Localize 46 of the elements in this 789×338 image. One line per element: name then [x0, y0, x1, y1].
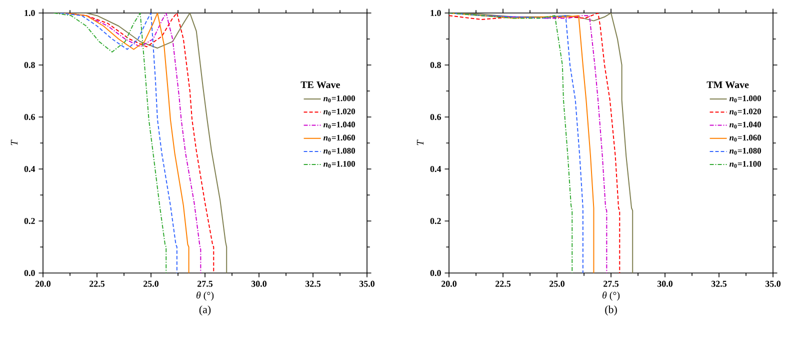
x-tick-label: 27.5 — [198, 280, 213, 287]
y-tick-label: 0.0 — [430, 270, 441, 276]
y-tick-label: 1.0 — [430, 10, 441, 16]
legend-label: n$_{0}$=1.020 — [323, 108, 356, 116]
legend-label: n$_{0}$=1.020 — [729, 108, 762, 116]
legend-label: n$_{0}$=1.060 — [323, 134, 356, 142]
legend-label: n$_{0}$=1.100 — [323, 160, 356, 168]
y-tick-label: 0.4 — [430, 166, 442, 172]
x-tick-label: 20.0 — [442, 280, 457, 287]
y-tick-label: 0.0 — [24, 270, 35, 276]
legend-label: n$_{0}$=1.080 — [323, 148, 356, 155]
legend-label: n$_{0}$=1.040 — [323, 122, 356, 129]
y-tick-label: 0.4 — [24, 166, 36, 172]
y-tick-label: 0.2 — [430, 218, 441, 224]
legend-title: TE Wave — [300, 81, 340, 88]
legend-label: n$_{0}$=1.080 — [729, 148, 762, 155]
y-axis-title: T — [10, 140, 18, 146]
y-tick-label: 1.0 — [24, 10, 35, 16]
legend-label: n$_{0}$=1.000 — [323, 95, 356, 102]
text: (b) — [605, 306, 617, 316]
legend-label: n$_{0}$=1.060 — [729, 134, 762, 142]
x-tick-label: 27.5 — [604, 280, 619, 287]
x-tick-label: 22.5 — [90, 280, 105, 287]
y-tick-label: 0.8 — [24, 62, 35, 68]
y-tick-label: 0.6 — [24, 114, 35, 120]
y-axis-title: T — [416, 140, 424, 146]
x-tick-label: 35.0 — [360, 280, 375, 287]
x-tick-label: 20.0 — [36, 280, 51, 287]
y-tick-label: 0.8 — [430, 62, 441, 68]
x-tick-label: 35.0 — [766, 280, 781, 287]
legend-title: TM Wave — [706, 81, 749, 88]
text: (a) — [199, 306, 211, 316]
legend-label: n$_{0}$=1.100 — [729, 160, 762, 168]
y-tick-label: 0.2 — [24, 218, 35, 224]
x-tick-label: 22.5 — [496, 280, 511, 287]
x-tick-label: 32.5 — [306, 280, 321, 287]
legend-label: n$_{0}$=1.000 — [729, 95, 762, 102]
x-tick-label: 25.0 — [550, 280, 565, 287]
x-axis-title: θ (°) — [196, 292, 214, 301]
x-tick-label: 30.0 — [252, 280, 267, 287]
x-tick-label: 25.0 — [144, 280, 159, 287]
x-axis-title: θ (°) — [602, 292, 620, 301]
y-tick-label: 0.6 — [430, 114, 441, 120]
x-tick-label: 32.5 — [712, 280, 727, 287]
legend-label: n$_{0}$=1.040 — [729, 122, 762, 129]
x-tick-label: 30.0 — [658, 280, 673, 287]
